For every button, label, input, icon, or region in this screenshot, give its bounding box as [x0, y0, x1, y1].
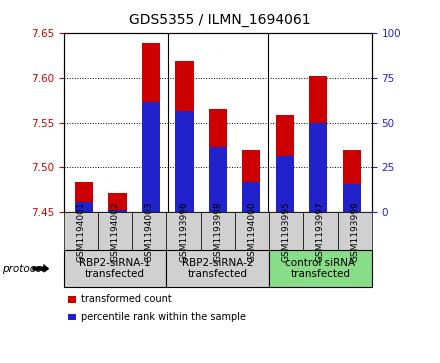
Bar [275, 156, 294, 212]
Bar [242, 182, 260, 212]
Bar [342, 184, 361, 212]
Bar [142, 44, 160, 212]
Bar [75, 203, 93, 212]
Bar [209, 147, 227, 212]
Bar [175, 111, 194, 212]
Bar [309, 76, 327, 212]
Bar [309, 123, 327, 212]
Bar [342, 150, 361, 212]
Text: GDS5355 / ILMN_1694061: GDS5355 / ILMN_1694061 [129, 13, 311, 27]
Text: GSM1193995: GSM1193995 [282, 201, 291, 262]
Bar [108, 210, 127, 212]
Text: control siRNA
transfected: control siRNA transfected [286, 258, 356, 280]
Bar [275, 115, 294, 212]
Text: GSM1193996: GSM1193996 [179, 201, 188, 262]
Text: GSM1194002: GSM1194002 [110, 201, 120, 262]
Bar [75, 182, 93, 212]
Bar [175, 61, 194, 212]
Text: percentile rank within the sample: percentile rank within the sample [81, 312, 246, 322]
Bar [142, 102, 160, 212]
Bar [242, 150, 260, 212]
Text: GSM1194000: GSM1194000 [248, 201, 257, 262]
Bar [209, 109, 227, 212]
Text: RBP2-siRNA-1
transfected: RBP2-siRNA-1 transfected [79, 258, 151, 280]
Text: GSM1193997: GSM1193997 [316, 201, 325, 262]
Text: GSM1193998: GSM1193998 [213, 201, 222, 262]
Text: transformed count: transformed count [81, 294, 171, 305]
Text: GSM1194003: GSM1194003 [145, 201, 154, 262]
Text: RBP2-siRNA-2
transfected: RBP2-siRNA-2 transfected [182, 258, 253, 280]
Text: GSM1193999: GSM1193999 [350, 201, 359, 262]
Text: GSM1194001: GSM1194001 [77, 201, 85, 262]
Text: protocol: protocol [2, 264, 45, 274]
Bar [108, 193, 127, 212]
